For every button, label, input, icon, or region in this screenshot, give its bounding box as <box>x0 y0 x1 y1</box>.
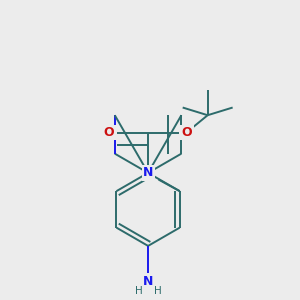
Text: H: H <box>154 286 162 296</box>
Text: H: H <box>135 286 142 296</box>
Text: O: O <box>104 126 114 139</box>
Text: N: N <box>143 167 153 179</box>
Text: N: N <box>143 275 153 288</box>
Text: O: O <box>182 126 192 139</box>
